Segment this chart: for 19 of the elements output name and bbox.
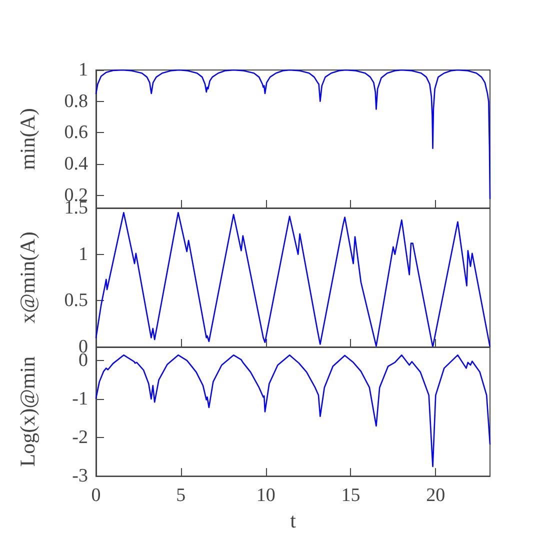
x-axis-title: t bbox=[290, 508, 296, 532]
y-tick-label: -1 bbox=[72, 388, 88, 410]
y-tick-label: 0.4 bbox=[64, 154, 88, 175]
line-series bbox=[95, 69, 491, 200]
y-tick-label: -2 bbox=[72, 427, 88, 448]
y-axis-title: Log(x)@min bbox=[16, 356, 40, 467]
y-tick-label: 1 bbox=[78, 60, 88, 80]
y-tick-label: 0.6 bbox=[64, 122, 88, 144]
x-tick-label: 5 bbox=[176, 485, 186, 506]
x-tick-label: 10 bbox=[256, 485, 276, 506]
y-tick-label: 0.5 bbox=[64, 290, 88, 312]
y-axis-title: min(A) bbox=[16, 108, 40, 170]
line-series bbox=[95, 354, 491, 468]
y-tick-label: 0.8 bbox=[64, 90, 88, 112]
x-tick-label: 20 bbox=[426, 485, 446, 506]
x-tick-label: 15 bbox=[341, 485, 360, 506]
y-tick-label: -3 bbox=[72, 466, 88, 487]
y-axis-title: x@min(A) bbox=[16, 232, 40, 324]
y-tick-label: 1 bbox=[78, 244, 88, 265]
